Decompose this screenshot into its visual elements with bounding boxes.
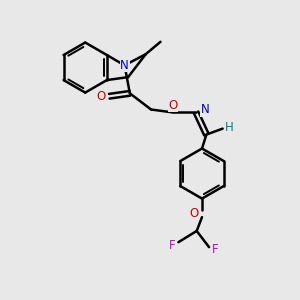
Text: O: O — [169, 99, 178, 112]
Text: H: H — [225, 121, 233, 134]
Text: F: F — [212, 243, 219, 256]
Text: N: N — [120, 59, 129, 72]
Text: N: N — [201, 103, 209, 116]
Text: O: O — [96, 90, 106, 103]
Text: F: F — [169, 239, 175, 252]
Text: O: O — [189, 207, 198, 220]
